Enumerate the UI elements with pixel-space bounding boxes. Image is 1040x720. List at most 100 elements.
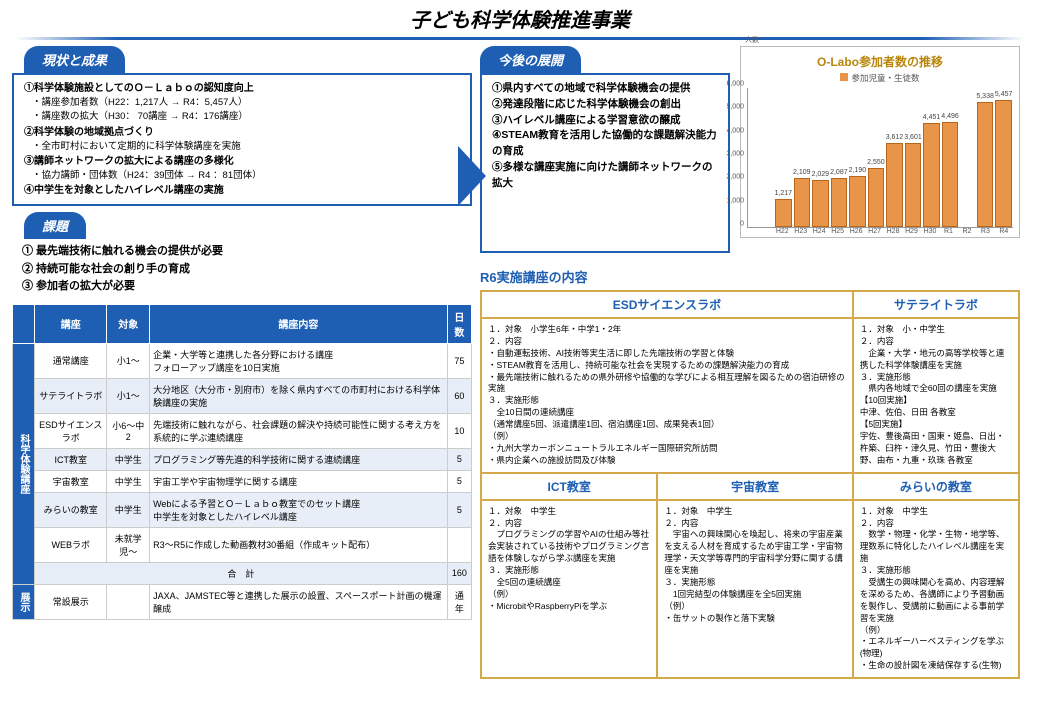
x-label: R4	[995, 228, 1013, 235]
x-label: H29	[902, 228, 920, 235]
course-content: R3～R5に作成した動画教材30番組（作成キット配布）	[150, 527, 448, 562]
issue-item: ③ 参加者の拡大が必要	[22, 278, 462, 296]
course-target: 中学生	[107, 448, 150, 470]
course-name: ICT教室	[35, 448, 107, 470]
future-item: ①県内すべての地域で科学体験機会の提供	[492, 81, 718, 97]
course-name: サテライトラボ	[35, 378, 107, 413]
arrow-icon	[458, 146, 486, 206]
course-content: 宇宙工学や宇宙物理学に関する講座	[150, 470, 448, 492]
title-area: 子ども科学体験推進事業	[0, 0, 1040, 35]
status-item: ・講座数の拡大（H30： 70講座 → R4：176講座）	[32, 110, 460, 124]
chart-box: 人数 O-Labo参加者数の推移 参加児童・生徒数 01,0002,0003,0…	[740, 46, 1020, 238]
course-content: 企業・大学等と連携した各分野における講座 フォローアップ講座を10日実施	[150, 343, 448, 378]
future-section: 今後の展開 ①県内すべての地域で科学体験機会の提供②発達段階に応じた科学体験機会…	[480, 46, 730, 259]
grid-h5: みらいの教室	[853, 473, 1019, 500]
future-tab: 今後の展開	[480, 46, 581, 73]
status-item: ③講師ネットワークの拡大による講座の多様化	[24, 154, 460, 169]
course-days: 5	[447, 492, 471, 527]
x-label: H26	[847, 228, 865, 235]
grid-h3: ICT教室	[481, 473, 657, 500]
issue-item: ② 持続可能な社会の創り手の育成	[22, 261, 462, 279]
grid-c5: １．対象 中学生２．内容 数学・物理・化学・生物・地学等、理数系に特化したハイレ…	[853, 500, 1019, 678]
exhibit-name: 常設展示	[35, 584, 107, 619]
r6-grid: ESDサイエンスラボサテライトラボ １．対象 小学生6年・中学1・2年２．内容・…	[480, 290, 1020, 679]
course-days	[447, 527, 471, 562]
right-column: 今後の展開 ①県内すべての地域で科学体験機会の提供②発達段階に応じた科学体験機会…	[480, 46, 1020, 679]
course-target: 中学生	[107, 492, 150, 527]
chart-bar: 2,029	[812, 180, 829, 227]
chart-bar: 2,087	[831, 178, 848, 227]
x-label: H27	[865, 228, 883, 235]
status-item: ・講座参加者数（H22：1,217人 → R4：5,457人）	[32, 96, 460, 110]
course-content: 先端技術に触れながら、社会課題の解決や持続可能性に関する考え方を系統的に学ぶ連続…	[150, 413, 448, 448]
course-content: プログラミング等先進的科学技術に関する連続講座	[150, 448, 448, 470]
future-item: ④STEAM教育を活用した協働的な課題解決能力の育成	[492, 128, 718, 160]
course-content: Webによる予習とＯ－Ｌａｂｏ教室でのセット講座 中学生を対象としたハイレベル講…	[150, 492, 448, 527]
exhibit-content: JAXA、JAMSTEC等と連携した展示の設置、スペースポート計画の機運醸成	[150, 584, 448, 619]
course-table: 講座対象講座内容日数科学体験講座通常講座小1～企業・大学等と連携した各分野におけ…	[12, 304, 472, 620]
exhibit-cat: 展示	[13, 584, 35, 619]
course-th: 講座内容	[150, 304, 448, 343]
status-tab: 現状と成果	[24, 46, 125, 73]
chart-bar: 3,612	[886, 143, 903, 227]
x-label: R2	[958, 228, 976, 235]
chart-bar: 2,109	[794, 178, 811, 227]
future-item: ②発達段階に応じた科学体験機会の創出	[492, 97, 718, 113]
course-name: みらいの教室	[35, 492, 107, 527]
course-name: WEBラボ	[35, 527, 107, 562]
course-th: 講座	[35, 304, 107, 343]
grid-c4: １．対象 中学生２．内容 宇宙への興味関心を喚起し、将来の宇宙産業を支える人材を…	[657, 500, 852, 678]
future-item: ③ハイレベル講座による学習意欲の醸成	[492, 113, 718, 129]
chart-bar: 3,601	[905, 143, 922, 227]
exhibit-days: 通年	[447, 584, 471, 619]
y-axis-label: 人数	[745, 35, 759, 45]
x-label: H22	[773, 228, 791, 235]
x-label: H30	[921, 228, 939, 235]
course-target: 未就学児～	[107, 527, 150, 562]
left-column: 現状と成果 ①科学体験施設としてのＯ－Ｌａｂｏの認知度向上・講座参加者数（H22…	[12, 46, 472, 679]
course-th: 日数	[447, 304, 471, 343]
grid-c1: １．対象 小学生6年・中学1・2年２．内容・自動運転技術、AI技術等実生活に即し…	[481, 318, 853, 473]
total-label: 合 計	[35, 562, 448, 584]
chart-bar: 2,190	[849, 176, 866, 227]
course-days: 10	[447, 413, 471, 448]
x-label: R3	[976, 228, 994, 235]
course-th: 対象	[107, 304, 150, 343]
x-label: H23	[791, 228, 809, 235]
chart-title: O-Labo参加者数の推移	[747, 53, 1013, 70]
status-item: ②科学体験の地域拠点づくり	[24, 125, 460, 140]
issue-item: ① 最先端技術に触れる機会の提供が必要	[22, 243, 462, 261]
grid-h4: 宇宙教室	[657, 473, 852, 500]
course-target: 中学生	[107, 470, 150, 492]
x-label: R1	[939, 228, 957, 235]
status-item: ・全市町村において定期的に科学体験講座を実施	[32, 140, 460, 154]
course-days: 5	[447, 448, 471, 470]
course-target: 小6～中2	[107, 413, 150, 448]
issues-tab: 課題	[24, 212, 86, 239]
x-label: H25	[828, 228, 846, 235]
course-cat: 科学体験講座	[13, 343, 35, 584]
status-item: ④中学生を対象としたハイレベル講座の実施	[24, 183, 460, 198]
grid-h2: サテライトラボ	[853, 291, 1019, 318]
future-item: ⑤多様な講座実施に向けた講師ネットワークの拡大	[492, 160, 718, 192]
chart-bar: 4,496	[942, 122, 959, 227]
main-title: 子ども科学体験推進事業	[0, 4, 1040, 33]
course-days: 5	[447, 470, 471, 492]
status-item: ・協力講師・団体数（H24：39団体 → R4 ：81団体）	[32, 169, 460, 183]
course-content: 大分地区（大分市・別府市）を除く県内すべての市町村における科学体験講座の実施	[150, 378, 448, 413]
course-days: 75	[447, 343, 471, 378]
course-name: ESDサイエンスラボ	[35, 413, 107, 448]
status-box: ①科学体験施設としてのＯ－Ｌａｂｏの認知度向上・講座参加者数（H22：1,217…	[12, 73, 472, 206]
chart-bar: 5,457	[995, 100, 1012, 227]
grid-c2: １．対象 小・中学生２．内容 企業・大学・地元の高等学校等と連携した科学体験講座…	[853, 318, 1019, 473]
title-divider	[16, 37, 1024, 40]
chart-bar: 1,217	[775, 199, 792, 227]
course-target: 小1～	[107, 343, 150, 378]
course-name: 通常講座	[35, 343, 107, 378]
chart-bar: 4,451	[923, 123, 940, 227]
r6-title: R6実施講座の内容	[480, 267, 1020, 286]
grid-c3: １．対象 中学生２．内容 プログラミングの学習やAIの仕組み等社会実装されている…	[481, 500, 657, 678]
course-name: 宇宙教室	[35, 470, 107, 492]
chart-bar: 5,338	[977, 102, 994, 227]
chart-legend: 参加児童・生徒数	[747, 72, 1013, 84]
